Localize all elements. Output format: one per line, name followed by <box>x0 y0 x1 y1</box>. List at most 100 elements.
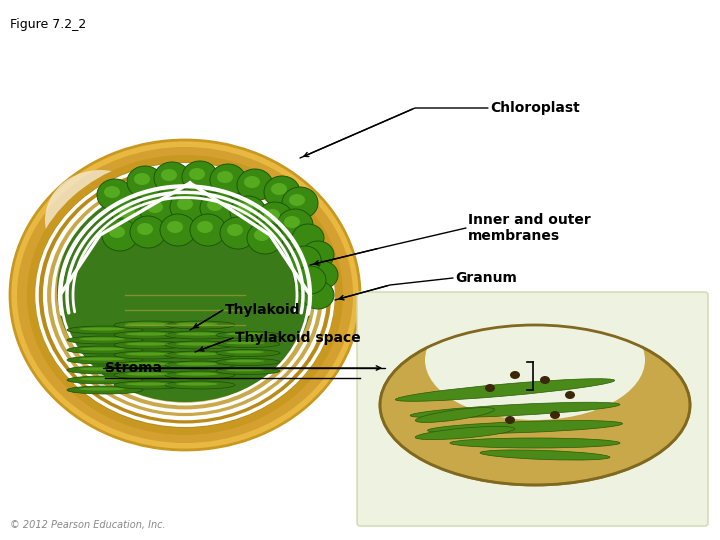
Ellipse shape <box>220 217 256 249</box>
Ellipse shape <box>216 359 280 366</box>
Ellipse shape <box>237 169 273 201</box>
Ellipse shape <box>176 353 218 356</box>
Ellipse shape <box>410 402 620 418</box>
Text: Chloroplast: Chloroplast <box>490 101 580 115</box>
Ellipse shape <box>79 357 125 361</box>
Ellipse shape <box>17 147 353 443</box>
Ellipse shape <box>284 216 300 228</box>
Ellipse shape <box>170 191 206 223</box>
Ellipse shape <box>505 416 515 424</box>
Ellipse shape <box>237 203 253 215</box>
Text: Thylakoid space: Thylakoid space <box>235 331 361 345</box>
Ellipse shape <box>147 201 163 213</box>
Ellipse shape <box>302 241 334 269</box>
Ellipse shape <box>165 341 235 349</box>
Ellipse shape <box>226 360 264 362</box>
Ellipse shape <box>125 382 168 386</box>
Ellipse shape <box>510 371 520 379</box>
Ellipse shape <box>10 140 360 450</box>
Ellipse shape <box>277 209 313 241</box>
Ellipse shape <box>112 199 148 231</box>
Ellipse shape <box>79 367 125 370</box>
Ellipse shape <box>292 224 324 252</box>
Ellipse shape <box>165 371 235 379</box>
Ellipse shape <box>125 353 168 356</box>
Ellipse shape <box>125 322 168 326</box>
Ellipse shape <box>67 376 143 384</box>
Ellipse shape <box>247 222 283 254</box>
Ellipse shape <box>271 183 287 195</box>
Ellipse shape <box>67 386 143 394</box>
Ellipse shape <box>45 171 325 419</box>
Ellipse shape <box>176 373 218 376</box>
Ellipse shape <box>67 346 143 354</box>
Text: Thylakoid: Thylakoid <box>225 303 300 317</box>
Ellipse shape <box>216 341 280 348</box>
Text: Granum: Granum <box>455 271 517 285</box>
Ellipse shape <box>104 186 120 198</box>
Ellipse shape <box>210 164 246 196</box>
Ellipse shape <box>114 341 186 349</box>
Ellipse shape <box>207 199 223 211</box>
Ellipse shape <box>167 221 183 233</box>
Ellipse shape <box>27 155 343 435</box>
Ellipse shape <box>97 179 133 211</box>
Ellipse shape <box>540 376 550 384</box>
Ellipse shape <box>109 226 125 238</box>
Ellipse shape <box>102 219 138 251</box>
Ellipse shape <box>415 408 495 422</box>
FancyBboxPatch shape <box>357 292 708 526</box>
Ellipse shape <box>395 379 615 401</box>
Ellipse shape <box>176 362 218 366</box>
Ellipse shape <box>114 321 186 329</box>
Text: Inner and outer
membranes: Inner and outer membranes <box>468 213 590 243</box>
Ellipse shape <box>226 369 264 372</box>
Ellipse shape <box>176 382 218 386</box>
Ellipse shape <box>114 361 186 369</box>
Ellipse shape <box>79 327 125 330</box>
Ellipse shape <box>114 381 186 389</box>
Ellipse shape <box>415 427 515 440</box>
Ellipse shape <box>217 171 233 183</box>
Ellipse shape <box>125 342 168 346</box>
Ellipse shape <box>161 169 177 181</box>
Ellipse shape <box>257 202 293 234</box>
Ellipse shape <box>134 173 150 185</box>
Ellipse shape <box>79 377 125 381</box>
Ellipse shape <box>190 214 226 246</box>
Ellipse shape <box>127 166 163 198</box>
Ellipse shape <box>165 361 235 369</box>
Ellipse shape <box>302 281 334 309</box>
Ellipse shape <box>176 342 218 346</box>
Ellipse shape <box>160 214 196 246</box>
Ellipse shape <box>306 261 338 289</box>
Ellipse shape <box>565 391 575 399</box>
Ellipse shape <box>165 321 235 329</box>
Ellipse shape <box>114 331 186 339</box>
Ellipse shape <box>67 366 143 374</box>
Text: Stroma: Stroma <box>105 361 162 375</box>
Ellipse shape <box>45 170 155 270</box>
Ellipse shape <box>380 325 690 485</box>
Ellipse shape <box>35 162 335 428</box>
Ellipse shape <box>57 178 313 402</box>
Ellipse shape <box>226 333 264 335</box>
Ellipse shape <box>244 176 260 188</box>
Ellipse shape <box>428 421 623 434</box>
Ellipse shape <box>226 342 264 345</box>
Ellipse shape <box>182 161 218 193</box>
Ellipse shape <box>130 216 166 248</box>
Ellipse shape <box>197 221 213 233</box>
Ellipse shape <box>114 351 186 359</box>
Ellipse shape <box>67 336 143 344</box>
Ellipse shape <box>485 384 495 392</box>
Ellipse shape <box>254 229 270 241</box>
Ellipse shape <box>114 371 186 379</box>
Ellipse shape <box>294 266 326 294</box>
Ellipse shape <box>425 300 645 420</box>
Ellipse shape <box>79 347 125 350</box>
Ellipse shape <box>550 411 560 419</box>
Ellipse shape <box>227 224 243 236</box>
Ellipse shape <box>125 373 168 376</box>
Ellipse shape <box>264 176 300 208</box>
